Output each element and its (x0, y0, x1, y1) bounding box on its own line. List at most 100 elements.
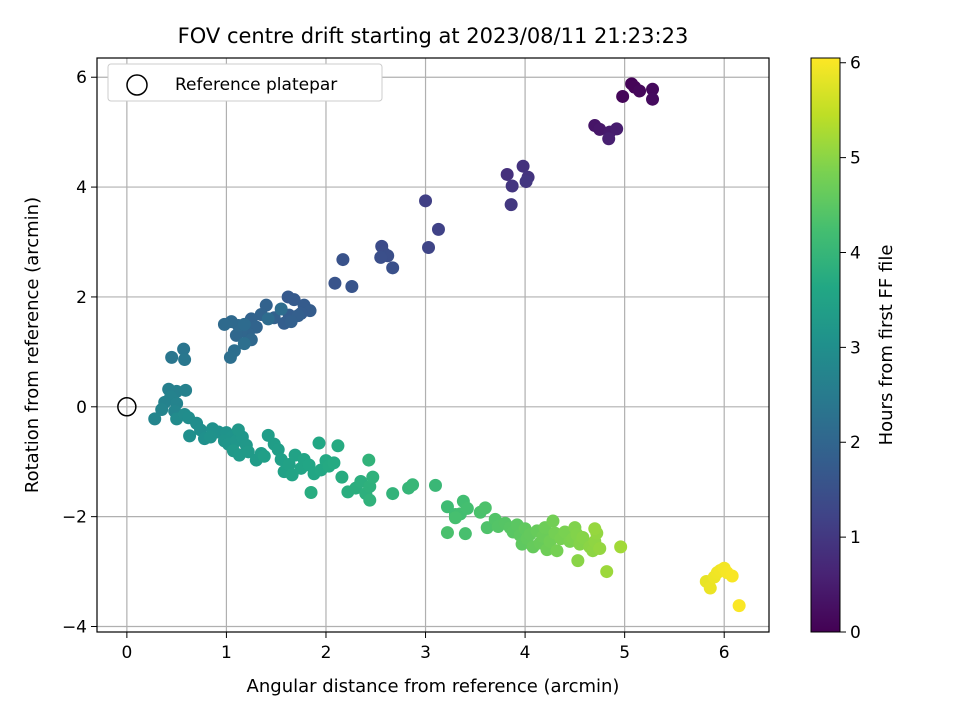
data-point (363, 493, 377, 507)
data-point (610, 122, 624, 136)
colorbar-tick-label: 0 (850, 623, 861, 643)
data-point (148, 412, 162, 426)
plot-frame (96, 57, 770, 633)
legend-label: Reference platepar (175, 75, 337, 95)
data-point (460, 501, 474, 515)
data-point (519, 175, 533, 189)
y-tick-label: 2 (76, 288, 87, 308)
data-point (257, 449, 271, 463)
data-point (179, 383, 193, 397)
chart-title: FOV centre drift starting at 2023/08/11 … (178, 24, 689, 48)
y-axis-label: Rotation from reference (arcmin) (22, 197, 43, 493)
reference-marker (117, 397, 137, 417)
data-point (155, 403, 169, 417)
data-point (406, 478, 420, 492)
data-point (284, 315, 298, 329)
colorbar-gradient (810, 57, 841, 633)
data-point (602, 132, 616, 146)
data-point (386, 261, 400, 275)
data-point (600, 565, 614, 579)
data-point (241, 445, 255, 459)
data-point (362, 453, 376, 467)
data-points (148, 77, 746, 613)
y-tick-label: −2 (62, 508, 87, 528)
data-point (271, 443, 285, 457)
colorbar-tick-label: 6 (850, 54, 861, 74)
x-tick-label: 0 (121, 643, 132, 663)
x-tick-label: 2 (321, 643, 332, 663)
data-point (646, 82, 660, 96)
colorbar-tick-label: 5 (850, 149, 861, 169)
grid (97, 58, 769, 632)
data-point (732, 599, 746, 613)
colorbar: 0 1 2 3 4 5 6 Hours from first FF file (810, 54, 897, 643)
data-point (419, 194, 433, 208)
y-tick-label: −4 (62, 618, 87, 638)
data-point (725, 569, 739, 583)
x-axis-label: Angular distance from reference (arcmin) (247, 676, 620, 697)
x-axis-ticks: 0 1 2 3 4 5 6 (121, 632, 730, 663)
y-axis-ticks: −4 −2 0 2 4 6 (62, 68, 97, 638)
data-point (304, 485, 318, 499)
data-point (505, 179, 519, 193)
data-point (633, 84, 647, 98)
data-point (386, 487, 400, 501)
data-point (422, 241, 436, 255)
x-tick-label: 4 (520, 643, 531, 663)
data-point (703, 581, 717, 595)
data-point (177, 342, 191, 356)
data-point (261, 312, 275, 326)
data-point (336, 253, 350, 267)
data-point (374, 250, 388, 264)
y-tick-label: 0 (76, 398, 87, 418)
data-point (223, 350, 237, 364)
plot-area: 0 1 2 3 4 5 6 −4 −2 0 2 4 6 (62, 57, 770, 663)
data-point (516, 159, 530, 173)
legend: Reference platepar (107, 63, 383, 102)
legend-box (107, 63, 383, 102)
y-tick-label: 6 (76, 68, 87, 88)
data-point (331, 439, 345, 453)
data-point (287, 293, 301, 307)
data-point (571, 554, 585, 568)
data-point (431, 222, 445, 236)
data-point (366, 470, 380, 484)
data-point (237, 317, 251, 331)
data-point (327, 456, 341, 470)
data-point (593, 542, 607, 556)
data-point (504, 198, 518, 212)
x-tick-label: 5 (619, 643, 630, 663)
data-point (593, 122, 607, 136)
data-point (550, 544, 564, 558)
data-point (345, 280, 359, 294)
x-tick-label: 3 (420, 643, 431, 663)
data-point (165, 350, 179, 364)
data-point (588, 522, 602, 536)
data-point (203, 430, 217, 444)
data-point (614, 540, 628, 554)
colorbar-tick-label: 3 (850, 338, 861, 358)
colorbar-tick-label: 2 (850, 433, 861, 453)
data-point (646, 92, 660, 106)
data-point (217, 317, 231, 331)
data-point (274, 302, 288, 316)
data-point (282, 457, 296, 471)
data-point (335, 470, 349, 484)
data-point (546, 514, 560, 528)
colorbar-tick-label: 1 (850, 528, 861, 548)
colorbar-label: Hours from first FF file (876, 245, 897, 446)
data-point (458, 527, 472, 541)
data-point (229, 328, 243, 342)
data-point (428, 478, 442, 492)
colorbar-tick-label: 4 (850, 243, 861, 263)
x-tick-label: 6 (719, 643, 730, 663)
data-point (231, 423, 245, 437)
data-point (312, 436, 326, 450)
data-point (616, 89, 630, 103)
data-point (440, 526, 454, 540)
data-point (480, 521, 494, 535)
data-point (448, 511, 462, 525)
x-tick-label: 1 (221, 643, 232, 663)
